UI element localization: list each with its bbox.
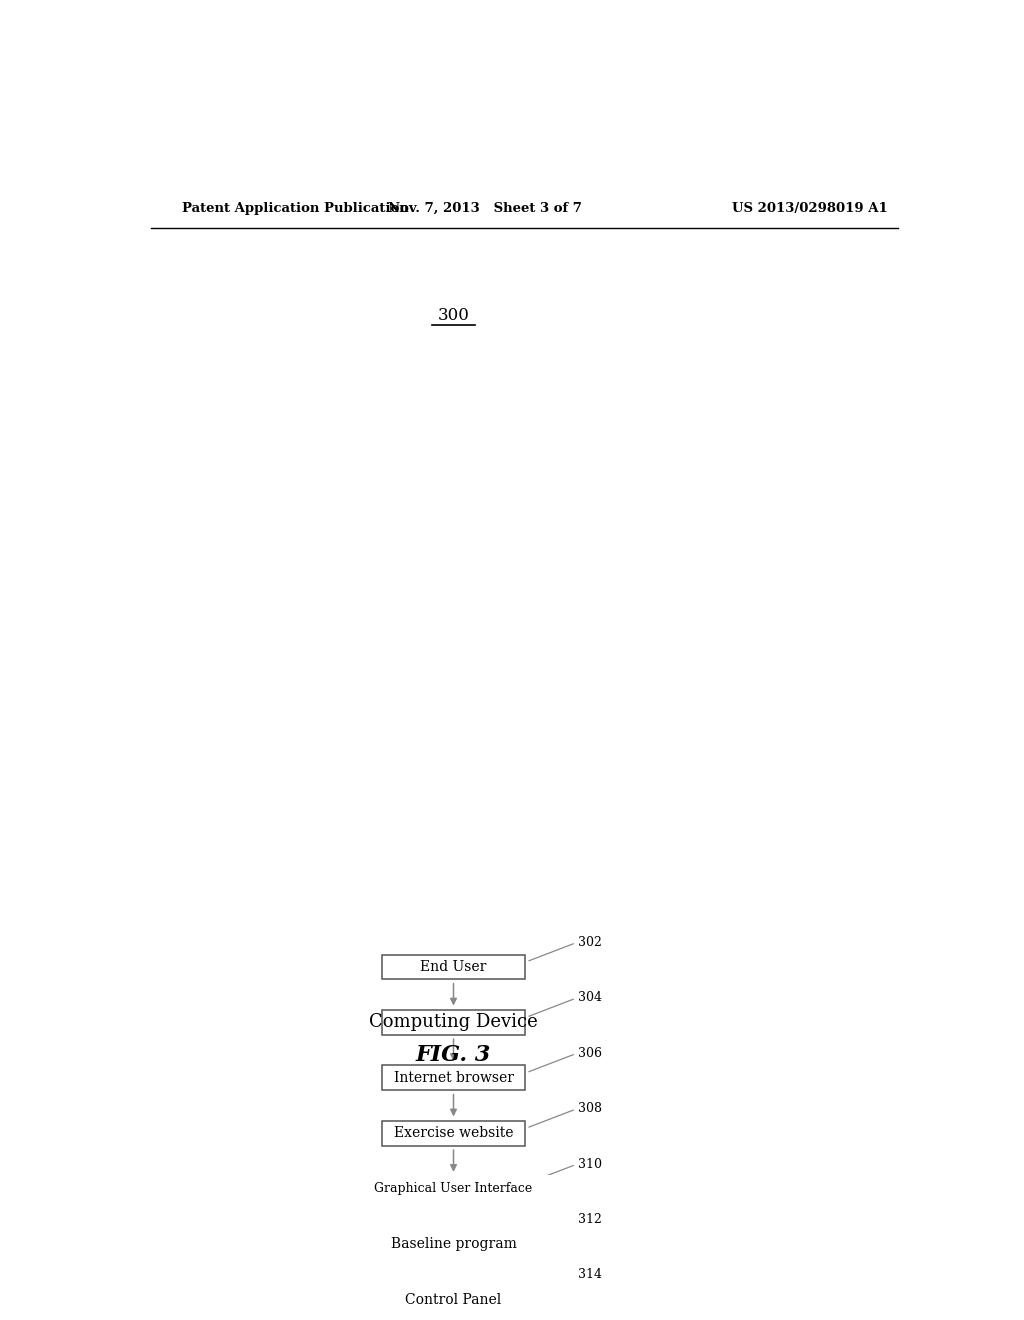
Text: Control Panel: Control Panel [406,1292,502,1307]
Bar [382,954,525,979]
Text: 314: 314 [578,1269,602,1282]
Bar [382,1010,525,1035]
Text: FIG. 3: FIG. 3 [416,1044,492,1067]
Bar [382,1232,525,1257]
Text: 304: 304 [578,991,602,1005]
Text: 310: 310 [578,1158,602,1171]
Text: Computing Device: Computing Device [369,1014,538,1031]
Text: 300: 300 [437,308,469,323]
Bar [382,1065,525,1090]
Text: 306: 306 [578,1047,602,1060]
Text: Graphical User Interface: Graphical User Interface [375,1183,532,1195]
Text: 308: 308 [578,1102,602,1115]
Bar [382,1176,525,1201]
Text: 302: 302 [578,936,602,949]
Text: Nov. 7, 2013   Sheet 3 of 7: Nov. 7, 2013 Sheet 3 of 7 [387,202,582,215]
Text: Internet browser: Internet browser [393,1071,513,1085]
Text: Baseline program: Baseline program [390,1237,516,1251]
Bar [382,1287,525,1312]
Text: Patent Application Publication: Patent Application Publication [182,202,409,215]
Text: 312: 312 [578,1213,602,1226]
Text: End User: End User [420,960,486,974]
Bar [382,1121,525,1146]
Text: Exercise website: Exercise website [394,1126,513,1140]
Text: US 2013/0298019 A1: US 2013/0298019 A1 [732,202,888,215]
